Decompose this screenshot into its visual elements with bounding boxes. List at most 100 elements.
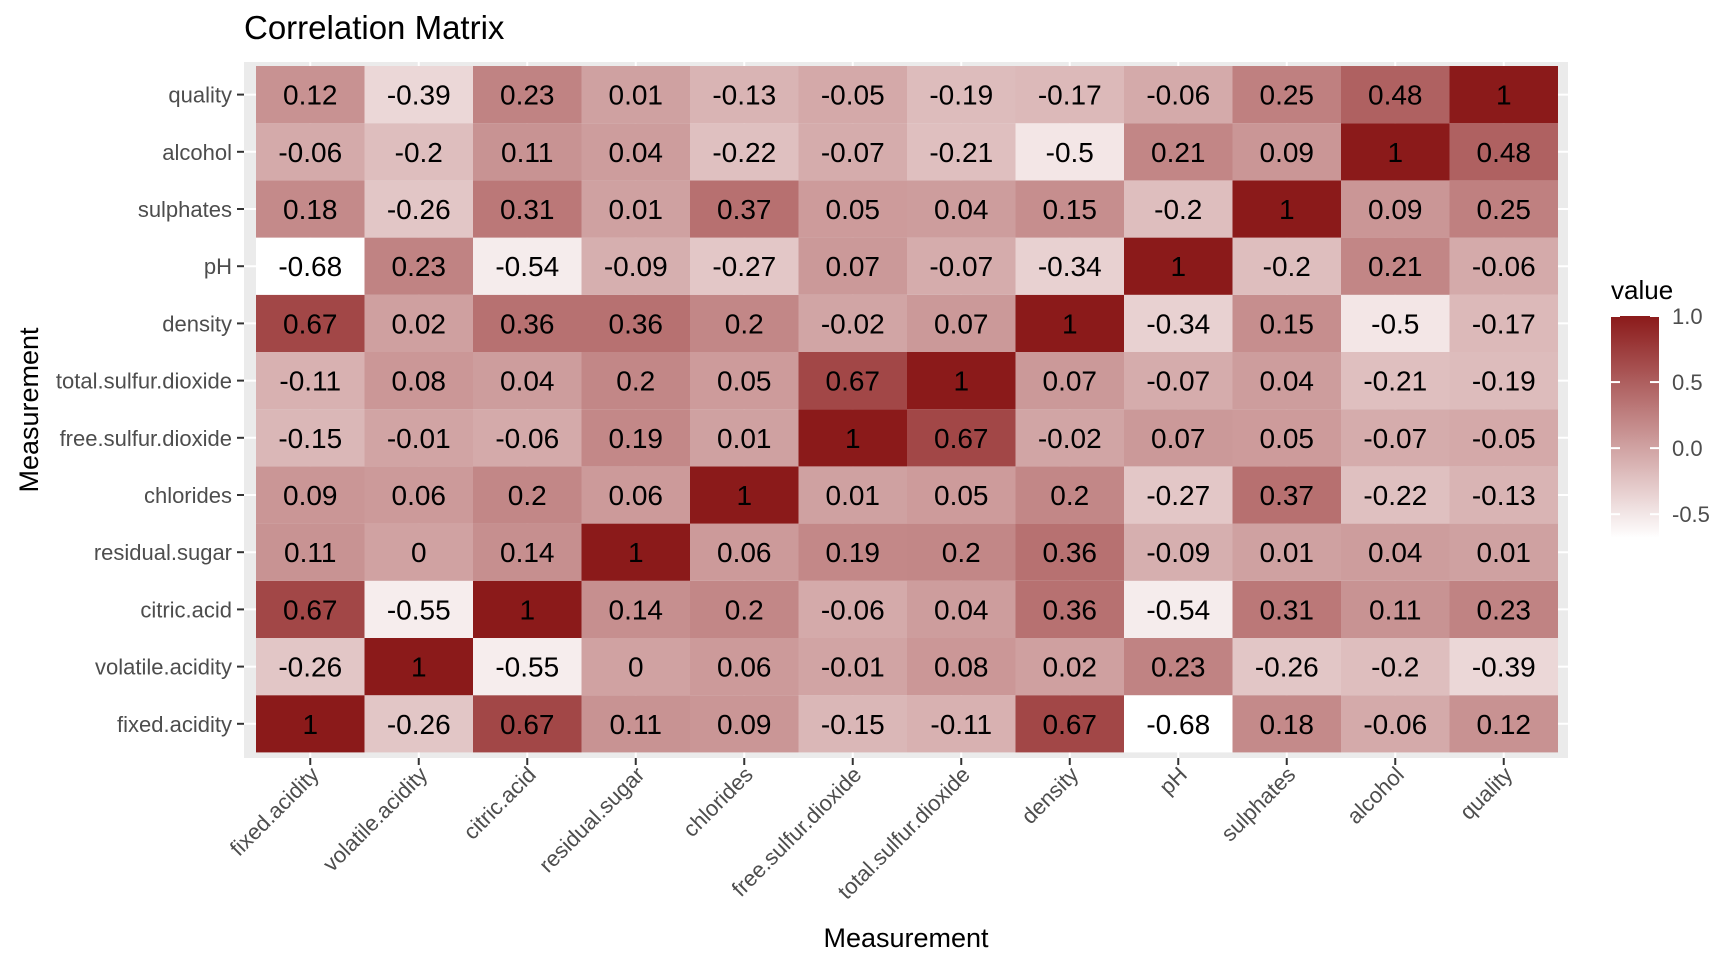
heatmap-cell-sulphates-fixed-acidity	[1232, 695, 1341, 753]
heatmap-cell-fixed-acidity-total-sulfur-dioxide	[256, 352, 365, 410]
heatmap-cell-ph-citric-acid	[1124, 580, 1233, 638]
cell-value-label: -0.5	[1371, 308, 1419, 339]
heatmap-cell-quality-quality	[1449, 66, 1558, 124]
cell-value-label: 1	[1279, 194, 1295, 225]
heatmap-cell-fixed-acidity-density	[256, 294, 365, 352]
cell-value-label: -0.55	[495, 652, 559, 683]
cell-value-label: -0.06	[1472, 251, 1536, 282]
heatmap-cell-citric-acid-fixed-acidity	[473, 695, 582, 753]
cell-value-label: 0.04	[500, 366, 555, 397]
heatmap-cell-chlorides-volatile-acidity	[690, 638, 799, 696]
cell-value-label: -0.26	[387, 194, 451, 225]
cell-value-label: 0.09	[717, 709, 772, 740]
heatmap-cell-ph-alcohol	[1124, 123, 1233, 181]
heatmap-cell-alcohol-free-sulfur-dioxide	[1341, 409, 1450, 467]
heatmap-cell-free-sulfur-dioxide-fixed-acidity	[798, 695, 907, 753]
heatmap-cell-quality-ph	[1449, 237, 1558, 295]
x-tick-label: volatile.acidity	[318, 762, 433, 877]
cell-value-label: 0.12	[1477, 709, 1532, 740]
cell-value-label: 1	[1496, 80, 1512, 111]
y-tick-label: pH	[204, 254, 232, 279]
heatmap-cell-total-sulfur-dioxide-alcohol	[907, 123, 1016, 181]
cell-value-label: 0.11	[284, 537, 336, 568]
heatmap-cell-quality-free-sulfur-dioxide	[1449, 409, 1558, 467]
cell-value-label: 0.14	[609, 594, 664, 625]
heatmap-cell-residual-sugar-total-sulfur-dioxide	[581, 352, 690, 410]
heatmap-cell-total-sulfur-dioxide-quality	[907, 66, 1016, 124]
heatmap-cell-ph-density	[1124, 294, 1233, 352]
x-tick-label: chlorides	[678, 762, 758, 842]
heatmap-cell-free-sulfur-dioxide-sulphates	[798, 180, 907, 238]
cell-value-label: 0.06	[392, 480, 447, 511]
cell-value-label: 0.12	[283, 80, 338, 111]
heatmap-cell-sulphates-ph	[1232, 237, 1341, 295]
cell-value-label: 0.15	[1043, 194, 1098, 225]
cell-value-label: 0.09	[1260, 137, 1315, 168]
heatmap-cell-ph-fixed-acidity	[1124, 695, 1233, 753]
cell-value-label: 0.18	[1260, 709, 1315, 740]
heatmap-cell-fixed-acidity-quality	[256, 66, 365, 124]
cell-value-label: 0.01	[826, 480, 881, 511]
y-tick-label: alcohol	[162, 140, 232, 165]
heatmap-cell-citric-acid-chlorides	[473, 466, 582, 524]
cell-value-label: -0.19	[929, 80, 993, 111]
heatmap-cell-fixed-acidity-fixed-acidity	[256, 695, 365, 753]
heatmap-cell-alcohol-residual-sugar	[1341, 523, 1450, 581]
cell-value-label: -0.2	[1154, 194, 1202, 225]
heatmap-cell-free-sulfur-dioxide-ph	[798, 237, 907, 295]
cell-value-label: 0.37	[1260, 480, 1315, 511]
cell-value-label: 0.19	[609, 423, 664, 454]
heatmap-cell-density-chlorides	[1015, 466, 1124, 524]
cell-value-label: -0.07	[1146, 366, 1210, 397]
cell-value-label: 1	[1170, 251, 1186, 282]
cell-value-label: -0.68	[278, 251, 342, 282]
y-tick-label: total.sulfur.dioxide	[56, 369, 232, 394]
heatmap-cell-chlorides-quality	[690, 66, 799, 124]
heatmap-cell-ph-quality	[1124, 66, 1233, 124]
x-axis-title: Measurement	[823, 923, 989, 953]
cell-value-label: -0.07	[929, 251, 993, 282]
heatmap-cell-chlorides-total-sulfur-dioxide	[690, 352, 799, 410]
heatmap-cell-sulphates-citric-acid	[1232, 580, 1341, 638]
cell-value-label: -0.5	[1046, 137, 1094, 168]
cell-value-label: 0.36	[1043, 594, 1098, 625]
heatmap-cell-fixed-acidity-ph	[256, 237, 365, 295]
heatmap-cell-volatile-acidity-chlorides	[364, 466, 473, 524]
heatmap-cell-free-sulfur-dioxide-free-sulfur-dioxide	[798, 409, 907, 467]
heatmap-cell-citric-acid-citric-acid	[473, 580, 582, 638]
cell-value-label: -0.13	[712, 80, 776, 111]
heatmap-cell-residual-sugar-citric-acid	[581, 580, 690, 638]
heatmap-cell-residual-sugar-fixed-acidity	[581, 695, 690, 753]
heatmap-cell-volatile-acidity-fixed-acidity	[364, 695, 473, 753]
cell-value-label: 0.14	[500, 537, 555, 568]
heatmap-cell-sulphates-sulphates	[1232, 180, 1341, 238]
heatmap-cell-volatile-acidity-quality	[364, 66, 473, 124]
x-tick-label: residual.sugar	[534, 762, 649, 877]
heatmap-cell-quality-density	[1449, 294, 1558, 352]
heatmap-cell-ph-residual-sugar	[1124, 523, 1233, 581]
cell-value-label: 0.23	[500, 80, 555, 111]
heatmap-cell-free-sulfur-dioxide-total-sulfur-dioxide	[798, 352, 907, 410]
heatmap-cell-alcohol-volatile-acidity	[1341, 638, 1450, 696]
cell-value-label: 0.67	[934, 423, 989, 454]
cell-value-label: 0.31	[500, 194, 555, 225]
heatmap-cell-residual-sugar-density	[581, 294, 690, 352]
cell-value-label: 0.18	[283, 194, 338, 225]
heatmap-cell-quality-chlorides	[1449, 466, 1558, 524]
heatmap-cell-quality-citric-acid	[1449, 580, 1558, 638]
heatmap-cell-residual-sugar-volatile-acidity	[581, 638, 690, 696]
heatmap-cell-residual-sugar-free-sulfur-dioxide	[581, 409, 690, 467]
y-axis-title: Measurement	[14, 327, 44, 493]
heatmap-cell-total-sulfur-dioxide-chlorides	[907, 466, 1016, 524]
heatmap-cell-labels: 1 -0.26 0.67 0.11 0.09 -0.15 -0.11 0.67 -0.68 0.1…	[278, 80, 1535, 740]
heatmap-cell-total-sulfur-dioxide-sulphates	[907, 180, 1016, 238]
cell-value-label: -0.26	[1255, 652, 1319, 683]
legend-tick-label: 0.0	[1672, 436, 1703, 461]
heatmap-cell-chlorides-citric-acid	[690, 580, 799, 638]
heatmap-cell-density-volatile-acidity	[1015, 638, 1124, 696]
cell-value-label: 0.11	[610, 709, 662, 740]
heatmap-cell-chlorides-ph	[690, 237, 799, 295]
heatmap-cell-fixed-acidity-residual-sugar	[256, 523, 365, 581]
heatmap-cell-density-alcohol	[1015, 123, 1124, 181]
heatmap-cell-fixed-acidity-sulphates	[256, 180, 365, 238]
